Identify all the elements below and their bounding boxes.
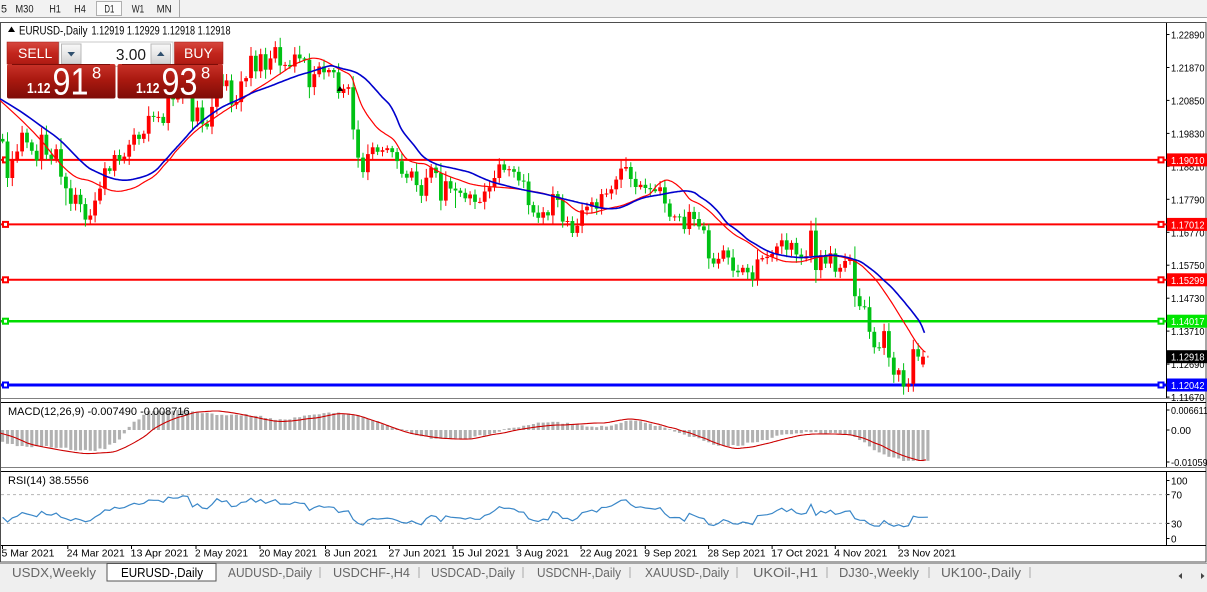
svg-text:0.00: 0.00	[1171, 425, 1191, 437]
svg-text:1.19830: 1.19830	[1171, 128, 1205, 140]
svg-text:1.20850: 1.20850	[1171, 95, 1205, 107]
svg-text:UK100-,Daily: UK100-,Daily	[941, 566, 1022, 580]
svg-text:1.22890: 1.22890	[1171, 30, 1205, 42]
svg-text:AUDUSD-,Daily: AUDUSD-,Daily	[228, 566, 313, 580]
svg-text:MACD(12,26,9) -0.007490 -0.008: MACD(12,26,9) -0.007490 -0.008716	[8, 406, 190, 418]
svg-text:1.13710: 1.13710	[1171, 326, 1205, 338]
svg-text:100: 100	[1171, 476, 1188, 488]
svg-text:M30: M30	[15, 4, 33, 16]
svg-text:-0.010595: -0.010595	[1171, 457, 1207, 469]
svg-text:UKOil-,H1: UKOil-,H1	[753, 566, 818, 580]
svg-text:1.21870: 1.21870	[1171, 63, 1205, 75]
svg-text:8 Jun 2021: 8 Jun 2021	[325, 548, 378, 560]
svg-text:0.006611: 0.006611	[1171, 405, 1207, 417]
svg-text:RSI(14) 38.5556: RSI(14) 38.5556	[8, 475, 89, 487]
svg-text:1.11670: 1.11670	[1171, 392, 1205, 404]
svg-text:DJ30-,Weekly: DJ30-,Weekly	[839, 566, 920, 580]
svg-text:30: 30	[1171, 518, 1182, 530]
svg-text:17 Oct 2021: 17 Oct 2021	[771, 548, 829, 560]
svg-text:1.19010: 1.19010	[1171, 155, 1205, 167]
svg-text:1.12: 1.12	[27, 81, 51, 97]
svg-text:13 Apr 2021: 13 Apr 2021	[131, 548, 189, 560]
svg-text:H4: H4	[74, 4, 86, 16]
svg-text:22 Aug 2021: 22 Aug 2021	[580, 548, 638, 560]
svg-text:93: 93	[162, 62, 198, 104]
svg-text:0: 0	[1171, 534, 1177, 546]
svg-text:91: 91	[53, 62, 89, 104]
svg-text:1.12: 1.12	[136, 81, 160, 97]
svg-text:USDCAD-,Daily: USDCAD-,Daily	[431, 566, 516, 580]
svg-text:1.14017: 1.14017	[1171, 316, 1205, 328]
svg-text:2 May 2021: 2 May 2021	[195, 548, 248, 560]
svg-text:USDCNH-,Daily: USDCNH-,Daily	[537, 566, 622, 580]
svg-text:XAUUSD-,Daily: XAUUSD-,Daily	[645, 566, 730, 580]
svg-text:MN: MN	[157, 4, 172, 16]
svg-text:70: 70	[1171, 490, 1182, 502]
svg-text:1.12918: 1.12918	[1171, 352, 1205, 364]
svg-text:1.15299: 1.15299	[1171, 275, 1205, 287]
svg-text:1.14730: 1.14730	[1171, 293, 1205, 305]
svg-text:1.15750: 1.15750	[1171, 260, 1205, 272]
svg-text:1.17012: 1.17012	[1171, 219, 1205, 231]
svg-text:8: 8	[201, 65, 210, 83]
svg-text:4 Nov 2021: 4 Nov 2021	[834, 548, 887, 560]
svg-text:23 Nov 2021: 23 Nov 2021	[898, 548, 956, 560]
svg-text:24 Mar 2021: 24 Mar 2021	[67, 548, 125, 560]
svg-text:EURUSD-,Daily: EURUSD-,Daily	[121, 566, 204, 580]
svg-text:27 Jun 2021: 27 Jun 2021	[389, 548, 447, 560]
svg-text:5 Mar 2021: 5 Mar 2021	[2, 548, 55, 560]
svg-text:H1: H1	[49, 4, 61, 16]
svg-text:USDCHF-,H4: USDCHF-,H4	[333, 566, 410, 580]
svg-text:BUY: BUY	[184, 45, 213, 61]
svg-text:1.17790: 1.17790	[1171, 194, 1205, 206]
svg-text:1.12042: 1.12042	[1171, 380, 1205, 392]
svg-text:20 May 2021: 20 May 2021	[259, 548, 317, 560]
svg-text:28 Sep 2021: 28 Sep 2021	[708, 548, 766, 560]
svg-text:3 Aug 2021: 3 Aug 2021	[516, 548, 569, 560]
svg-text:USDX,Weekly: USDX,Weekly	[12, 566, 97, 580]
svg-text:D1: D1	[104, 4, 114, 16]
svg-text:9 Sep 2021: 9 Sep 2021	[644, 548, 697, 560]
svg-text:5: 5	[1, 4, 7, 16]
svg-text:15 Jul 2021: 15 Jul 2021	[452, 548, 510, 560]
svg-text:1.12919 1.12929 1.12918 1.1291: 1.12919 1.12929 1.12918 1.12918	[92, 24, 231, 38]
svg-text:8: 8	[92, 65, 101, 83]
svg-text:W1: W1	[132, 4, 145, 16]
svg-text:3.00: 3.00	[116, 47, 147, 64]
svg-text:EURUSD-,Daily: EURUSD-,Daily	[19, 24, 88, 38]
svg-text:SELL: SELL	[18, 45, 52, 61]
